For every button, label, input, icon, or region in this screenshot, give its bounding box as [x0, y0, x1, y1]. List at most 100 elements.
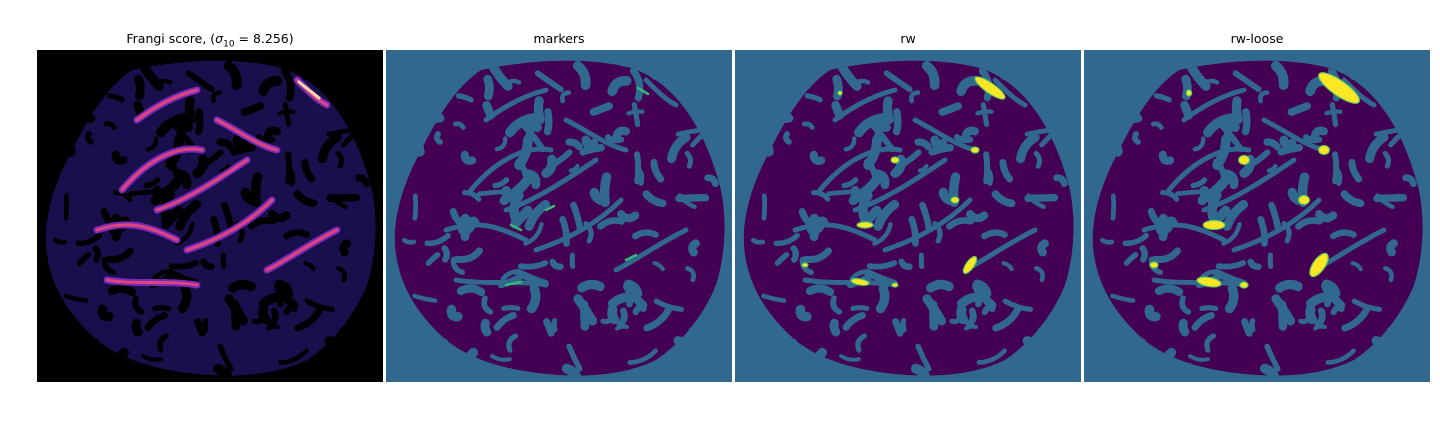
vessel-peak: [297, 80, 321, 100]
tissue-gap: [517, 260, 549, 270]
vessel-core: [95, 223, 179, 242]
vessel-channel: [802, 277, 898, 288]
tissue-gap: [559, 215, 570, 247]
tissue-gap: [667, 132, 691, 164]
tissue-gap: [804, 93, 823, 103]
rw-canvas: [735, 50, 1081, 382]
tissue-gap: [938, 187, 954, 205]
tissue-gap: [774, 251, 790, 266]
tissue-gap: [975, 109, 994, 116]
tissue-gap: [1251, 149, 1271, 166]
vessel-channel: [1141, 222, 1227, 243]
tissue-gap: [212, 363, 234, 376]
tissue-gap: [278, 348, 309, 365]
tissue-gap: [141, 354, 163, 362]
rw-loose-image: [1084, 50, 1430, 382]
tissue-gap: [1330, 229, 1357, 240]
tissue-gap: [900, 318, 907, 333]
tissue-gap: [1099, 237, 1115, 245]
tissue-gap: [783, 131, 792, 145]
tissue-gap: [204, 149, 224, 166]
tissue-gap: [412, 193, 419, 221]
vessel-channel: [533, 197, 624, 253]
tissue-gap: [882, 96, 895, 125]
tissue-gap: [761, 193, 768, 221]
tissue-gap: [839, 354, 861, 362]
tissue-gap: [831, 100, 844, 120]
tissue-gap: [1199, 305, 1219, 312]
tissue-gap: [873, 169, 890, 190]
tissue-gap: [581, 135, 599, 150]
tissue-gap: [1188, 354, 1210, 362]
tissue-gap: [1159, 190, 1180, 202]
tissue-gap: [143, 177, 161, 189]
tissue-gap: [1179, 295, 1192, 315]
tissue-gap: [202, 318, 209, 333]
tissue-gap: [97, 304, 114, 322]
tissue-gap: [477, 189, 511, 197]
tissue-gap: [112, 190, 133, 202]
tissue-gap: [1247, 258, 1262, 270]
vessel-channel: [852, 157, 948, 213]
tissue-gap: [909, 90, 921, 104]
tissue-gap: [892, 108, 902, 136]
tissue-gap: [849, 269, 870, 282]
vessel-core: [215, 118, 279, 152]
tissue-gap: [1122, 232, 1149, 247]
tissue-gap: [1232, 70, 1262, 93]
tissue-gap: [956, 292, 980, 309]
tissue-gap: [460, 150, 477, 165]
tissue-gap: [294, 306, 324, 332]
tissue-gap: [1241, 108, 1251, 136]
tissue-gap: [240, 102, 264, 116]
tissue-gap: [902, 149, 922, 166]
tissue-gap: [883, 70, 913, 93]
markers-panel-title: markers: [533, 31, 585, 46]
frangi-score-image: [37, 50, 383, 382]
tissue-gap: [482, 100, 495, 120]
tissue-gap: [642, 190, 667, 208]
vessel-channel: [912, 117, 978, 153]
tissue-gap: [145, 136, 159, 152]
rw-image: [735, 50, 1081, 382]
tissue-gap: [589, 102, 613, 116]
tissue-gap: [1215, 260, 1247, 270]
tissue-gap: [194, 108, 204, 136]
tissue-gap: [616, 307, 628, 328]
vessel-channel: [613, 227, 689, 273]
tissue-gap: [450, 256, 466, 276]
tissue-gap: [921, 60, 940, 91]
tissue-gap: [910, 363, 932, 376]
tissue-gap: [336, 265, 347, 283]
marker-seed: [624, 253, 638, 262]
marker-seed: [509, 223, 523, 232]
tissue-gap: [250, 172, 263, 208]
tissue-gap: [643, 306, 673, 332]
tissue-gap: [76, 251, 92, 266]
tissue-gap: [826, 189, 860, 197]
tissue-gap: [926, 279, 954, 293]
segmented-vessel: [974, 76, 1006, 100]
vessel-channel: [1201, 157, 1297, 213]
tissue-gap: [104, 247, 134, 264]
tissue-gap: [524, 199, 551, 231]
tissue-gap: [992, 306, 1022, 332]
markers-canvas: [386, 50, 732, 382]
tissue-gap: [983, 151, 991, 185]
tissue-gap: [1178, 318, 1190, 337]
tissue-gap: [1279, 135, 1297, 150]
segmented-vessel: [1298, 194, 1311, 206]
tissue-gap: [914, 138, 932, 151]
marker-seed: [544, 204, 556, 212]
vessel-channel: [1231, 197, 1322, 253]
tissue-gap: [161, 205, 184, 229]
tissue-gap: [111, 150, 128, 165]
tissue-gap: [572, 60, 591, 91]
tissue-gap: [1180, 100, 1193, 120]
tissue-gap: [685, 265, 696, 283]
tissue-gap: [152, 305, 172, 312]
tissue-gap: [922, 294, 947, 326]
tissue-gap: [1033, 150, 1043, 169]
tissue-gap: [802, 247, 832, 264]
tissue-gap: [200, 258, 215, 270]
